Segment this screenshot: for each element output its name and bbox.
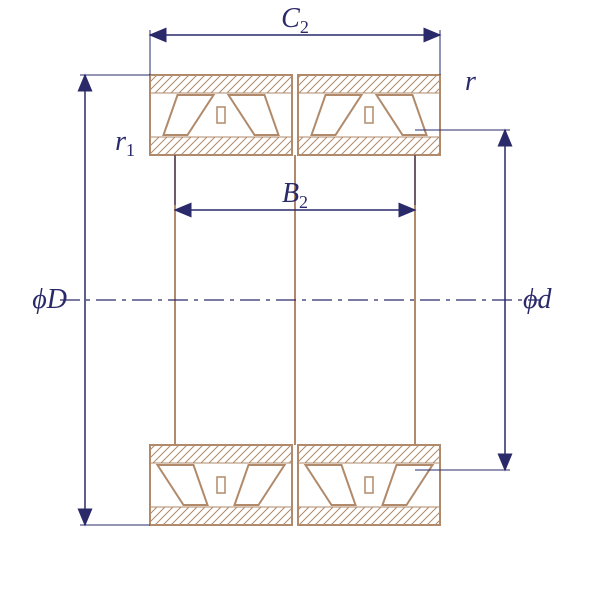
label-phiD: ϕD (32, 284, 67, 315)
label-r1: r1 (115, 126, 135, 160)
label-C2: C2 (281, 3, 309, 37)
label-r: r (465, 66, 476, 97)
label-B2: B2 (282, 178, 308, 212)
bearing-cross-section-diagram: C2 B2 ϕD ϕd r r1 (0, 0, 600, 600)
label-phid: ϕd (523, 284, 552, 315)
